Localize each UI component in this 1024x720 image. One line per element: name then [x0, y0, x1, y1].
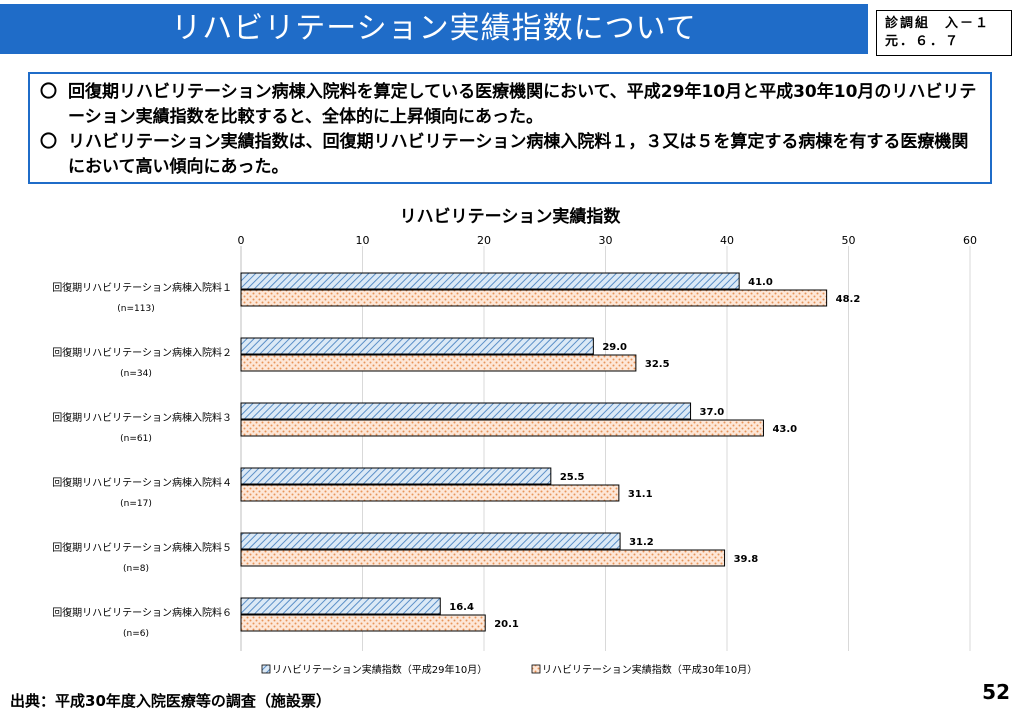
x-tick-label: 0 [238, 234, 245, 247]
legend-swatch [531, 664, 541, 674]
bar [240, 467, 552, 485]
bar [240, 402, 692, 420]
bar-chart: リハビリテーション実績指数 0 10 20 30 40 50 60 回復期リハビリテーション… [52, 206, 977, 676]
legend-swatch [261, 664, 271, 674]
bar [240, 532, 621, 550]
category-label: 回復期リハビリテーション病棟入院料３ [52, 411, 232, 424]
bar [240, 337, 594, 355]
data-label: 29.0 [602, 342, 627, 353]
bar [240, 597, 441, 615]
document-code-line2: 元．６．７ [885, 34, 961, 49]
summary-text: 回復期リハビリテーション病棟入院料を算定している医療機関において、平成29年10… [68, 82, 977, 127]
category-n-label: (n=6) [123, 629, 149, 639]
data-label: 37.0 [700, 407, 725, 418]
data-label: 32.5 [645, 359, 670, 370]
category-label: 回復期リハビリテーション病棟入院料２ [52, 346, 232, 359]
x-tick-label: 50 [842, 234, 856, 247]
category-n-label: (n=113) [117, 304, 154, 314]
x-tick-label: 60 [963, 234, 977, 247]
document-code-line1: 診調組 入－１ [885, 16, 991, 31]
bar [240, 272, 740, 290]
bar [240, 354, 637, 372]
legend-label: リハビリテーション実績指数（平成29年10月） [272, 663, 487, 676]
bar [240, 549, 726, 567]
x-tick-label: 10 [356, 234, 370, 247]
category-label: 回復期リハビリテーション病棟入院料４ [52, 476, 232, 489]
legend-label: リハビリテーション実績指数（平成30年10月） [542, 663, 757, 676]
bar [240, 289, 828, 307]
category-n-label: (n=34) [120, 369, 152, 379]
bar [240, 614, 486, 632]
summary-text: リハビリテーション実績指数は、回復期リハビリテーション病棟入院料１，３又は５を算… [68, 132, 969, 177]
data-label: 41.0 [748, 277, 773, 288]
summary-bullet: 〇 回復期リハビリテーション病棟入院料を算定している医療機関において、平成29年… [40, 80, 980, 130]
x-tick-label: 30 [599, 234, 613, 247]
category-n-label: (n=8) [123, 564, 149, 574]
category-label: 回復期リハビリテーション病棟入院料６ [52, 606, 232, 619]
source-note: 出典：平成30年度入院医療等の調査（施設票） [10, 692, 331, 710]
category-label: 回復期リハビリテーション病棟入院料５ [52, 541, 232, 554]
data-label: 43.0 [772, 424, 797, 435]
data-label: 48.2 [836, 294, 861, 305]
bullet-mark: 〇 [40, 82, 57, 102]
category-label: 回復期リハビリテーション病棟入院料１ [52, 281, 232, 294]
page-number: 52 [982, 680, 1010, 704]
bar [240, 484, 620, 502]
bar [240, 419, 764, 437]
bullet-mark: 〇 [40, 132, 57, 152]
x-tick-label: 40 [720, 234, 734, 247]
data-label: 20.1 [494, 619, 519, 630]
data-label: 31.2 [629, 537, 654, 548]
data-label: 16.4 [449, 602, 474, 613]
category-n-label: (n=61) [120, 434, 152, 444]
x-tick-label: 20 [477, 234, 491, 247]
data-label: 31.1 [628, 489, 653, 500]
category-n-label: (n=17) [120, 499, 152, 509]
page-title: リハビリテーション実績指数について [0, 4, 868, 54]
document-code-box: 診調組 入－１ 元．６．７ [876, 10, 1012, 56]
chart-title: リハビリテーション実績指数 [400, 206, 622, 227]
summary-box: 〇 回復期リハビリテーション病棟入院料を算定している医療機関において、平成29年… [28, 72, 992, 184]
data-label: 25.5 [560, 472, 585, 483]
summary-bullet: 〇 リハビリテーション実績指数は、回復期リハビリテーション病棟入院料１，３又は５… [40, 130, 980, 180]
data-label: 39.8 [734, 554, 759, 565]
